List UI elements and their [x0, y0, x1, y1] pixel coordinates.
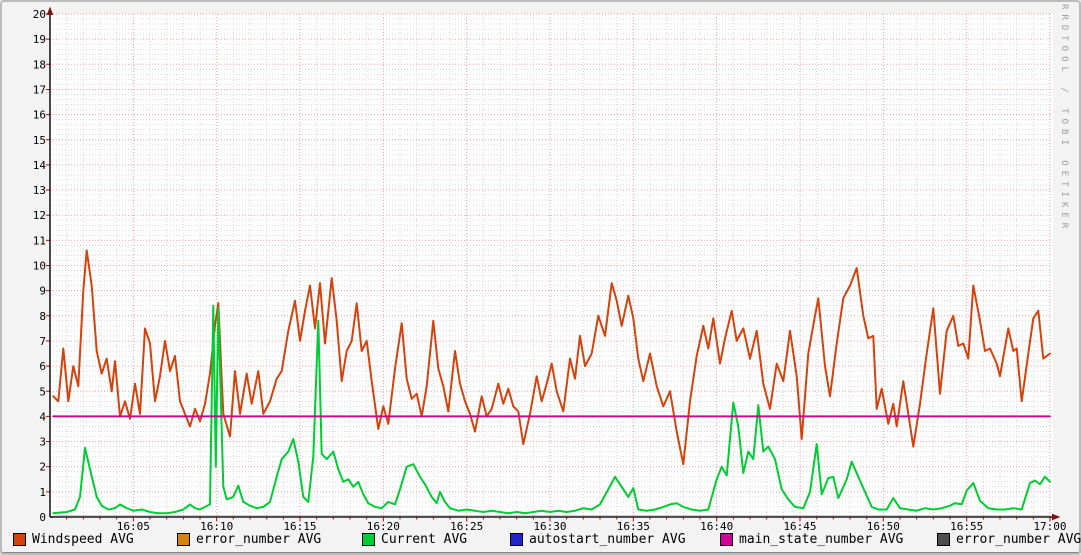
- y-tick-label: 20: [33, 8, 46, 21]
- y-tick-label: 17: [33, 83, 46, 96]
- legend-item-4: main_state_number AVG: [720, 532, 903, 547]
- y-tick-label: 7: [39, 335, 46, 348]
- x-tick-label: 16:30: [533, 520, 566, 533]
- legend-label: error_number AVG: [196, 532, 322, 547]
- y-tick-label: 19: [33, 33, 46, 46]
- legend-swatch-icon: [510, 533, 523, 546]
- x-tick-label: 16:15: [283, 520, 316, 533]
- legend-swatch-icon: [13, 533, 26, 546]
- legend-item-3: autostart_number AVG: [510, 532, 686, 547]
- x-tick-label: 16:55: [950, 520, 983, 533]
- legend-label: main_state_number AVG: [739, 532, 904, 547]
- legend-label: autostart_number AVG: [529, 532, 686, 547]
- x-tick-label: 16:25: [450, 520, 483, 533]
- legend-item-5: error_number AVG: [937, 532, 1081, 547]
- x-tick-label: 16:40: [700, 520, 733, 533]
- legend-item-1: error_number AVG: [177, 532, 321, 547]
- legend-item-2: Current AVG: [362, 532, 467, 547]
- x-tick-label: 16:35: [617, 520, 650, 533]
- y-tick-label: 11: [33, 234, 46, 247]
- x-axis-arrow-icon: [1052, 513, 1061, 521]
- y-tick-label: 2: [39, 461, 46, 474]
- legend-label: error_number AVG: [956, 532, 1081, 547]
- y-tick-label: 15: [33, 134, 46, 147]
- y-tick-label: 0: [39, 511, 46, 524]
- legend-swatch-icon: [177, 533, 190, 546]
- y-tick-label: 14: [33, 159, 47, 172]
- x-tick-label: 17:00: [1033, 520, 1066, 533]
- y-tick-label: 8: [39, 310, 46, 323]
- y-axis-arrow-icon: [46, 6, 54, 15]
- legend-label: Windspeed AVG: [32, 532, 134, 547]
- x-axis-labels: 16:05 16:10 16:15 16:20 16:25 16:30 16:35 16:40…: [117, 520, 1067, 533]
- legend-label: Current AVG: [381, 532, 468, 547]
- x-tick-label: 16:20: [367, 520, 400, 533]
- x-tick-label: 16:10: [200, 520, 233, 533]
- legend-swatch-icon: [937, 533, 950, 546]
- x-tick-label: 16:05: [117, 520, 150, 533]
- y-tick-label: 18: [33, 58, 46, 71]
- series-0-windspeed-avg: [52, 249, 1051, 466]
- y-tick-label: 1: [39, 486, 46, 499]
- watermark: RRDTOOL / TOBI OETIKER: [1059, 4, 1069, 234]
- y-tick-label: 4: [39, 410, 46, 423]
- y-tick-label: 10: [33, 260, 46, 273]
- legend-item-0: Windspeed AVG: [13, 532, 134, 547]
- y-tick-label: 3: [39, 436, 46, 449]
- y-tick-label: 6: [39, 360, 46, 373]
- legend-swatch-icon: [720, 533, 733, 546]
- y-tick-label: 16: [33, 109, 46, 122]
- y-tick-label: 13: [33, 184, 46, 197]
- y-tick-label: 9: [39, 285, 46, 298]
- y-tick-label: 12: [33, 209, 46, 222]
- legend-swatch-icon: [362, 533, 375, 546]
- x-tick-label: 16:50: [867, 520, 900, 533]
- series-2-current-avg: [52, 304, 1051, 515]
- y-tick-label: 5: [39, 385, 46, 398]
- grid-minor: [50, 14, 1052, 517]
- x-tick-label: 16:45: [783, 520, 816, 533]
